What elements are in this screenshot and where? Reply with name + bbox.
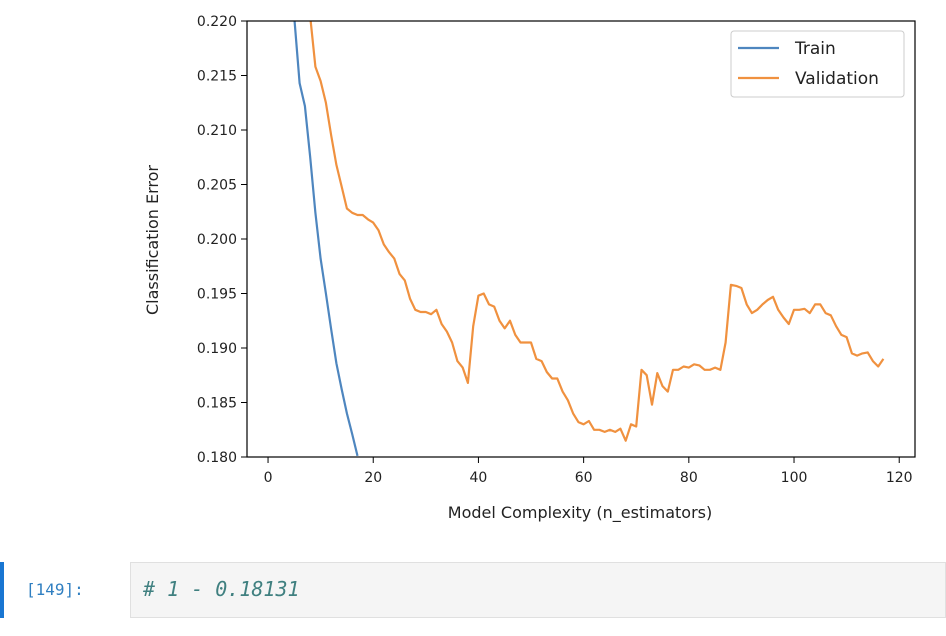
y-tick-label: 0.190 bbox=[197, 341, 237, 357]
y-axis: 0.180 0.185 0.190 0.195 0.200 0.205 0.210 0.215… bbox=[197, 14, 247, 466]
series-line-validation bbox=[309, 21, 885, 442]
legend: Train Validation bbox=[730, 30, 905, 98]
series-layer bbox=[293, 21, 885, 457]
legend-label-train: Train bbox=[794, 39, 836, 59]
y-tick-label: 0.220 bbox=[197, 14, 237, 30]
y-tick-label: 0.200 bbox=[197, 232, 237, 248]
y-tick-label: 0.210 bbox=[197, 123, 237, 139]
y-tick-label: 0.185 bbox=[197, 396, 237, 412]
legend-label-validation: Validation bbox=[795, 69, 879, 89]
y-tick-label: 0.195 bbox=[197, 287, 237, 303]
x-tick-label: 60 bbox=[575, 470, 593, 486]
code-editor[interactable]: # 1 - 0.18131 bbox=[130, 562, 946, 618]
error-chart: 0 20 40 60 80 100 120 0.180 0.185 0.190 0.195 0.20… bbox=[143, 14, 916, 523]
x-tick-label: 80 bbox=[680, 470, 698, 486]
code-comment: # 1 - 0.18131 bbox=[143, 577, 300, 601]
y-axis-label: Classification Error bbox=[143, 165, 162, 315]
x-tick-label: 0 bbox=[264, 470, 273, 486]
y-tick-label: 0.215 bbox=[197, 69, 237, 85]
x-tick-label: 120 bbox=[886, 470, 913, 486]
y-tick-label: 0.205 bbox=[197, 178, 237, 194]
x-tick-label: 100 bbox=[781, 470, 808, 486]
y-tick-label: 0.180 bbox=[197, 450, 237, 466]
x-tick-label: 20 bbox=[364, 470, 382, 486]
x-tick-label: 40 bbox=[470, 470, 488, 486]
x-axis: 0 20 40 60 80 100 120 bbox=[264, 457, 913, 486]
x-axis-label: Model Complexity (n_estimators) bbox=[448, 503, 712, 523]
series-line-train bbox=[293, 21, 359, 457]
cell-prompt: [149]: bbox=[26, 580, 84, 599]
notebook-cell[interactable]: [149]: # 1 - 0.18131 bbox=[0, 560, 946, 624]
active-cell-indicator bbox=[0, 562, 4, 618]
